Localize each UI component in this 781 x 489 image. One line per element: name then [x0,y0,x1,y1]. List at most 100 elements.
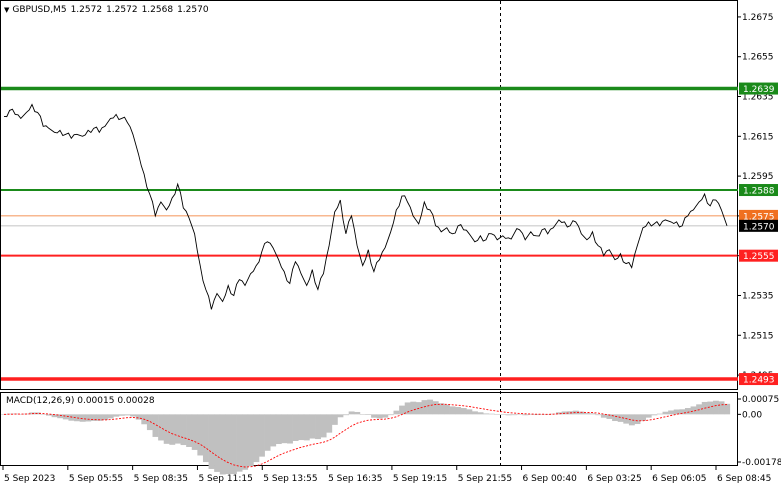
macd-histogram-bar [107,414,114,419]
macd-title: MACD(12,26,9) 0.00015 0.00028 [6,396,155,406]
macd-histogram-bar [421,400,428,415]
price-series-line [3,103,728,310]
macd-histogram-bar [656,413,663,415]
macd-histogram-bar [96,414,103,421]
macd-histogram-bar [275,414,282,445]
time-tick-label: 5 Sep 21:55 [458,474,512,484]
macd-histogram-bar [578,411,585,415]
macd-histogram-bar [169,414,176,445]
macd-histogram-bar [135,414,142,420]
macd-pane-frame [0,392,738,466]
macd-histogram-bar [522,414,529,416]
macd-histogram-bar [163,414,170,444]
symbol-timeframe: GBPUSD,M5 [12,5,67,15]
level-tag-3-bg [739,249,778,262]
macd-histogram-bar [511,414,518,416]
macd-histogram-bar [102,414,108,421]
macd-histogram-bar [343,414,349,416]
bid-price-tag: 1.2570 [743,222,775,232]
macd-histogram-bar [6,413,13,415]
macd-histogram-bar [225,414,232,475]
level-tag-4-bg [739,373,778,386]
macd-histogram-bar [124,414,131,416]
macd-histogram-bar [247,414,254,467]
macd-histogram-bar [315,414,321,440]
macd-histogram-bar [376,414,383,419]
macd-histogram-bar [500,414,506,415]
macd-histogram-bar [443,404,450,415]
macd-histogram-bar [46,414,52,416]
macd-histogram-bar [359,414,366,415]
macd-histogram-bar [640,414,647,421]
time-tick-label: 6 Sep 08:45 [717,474,771,484]
macd-histogram-bar [40,414,47,415]
macd-histogram-bar [253,414,260,463]
macd-histogram-bar [303,414,310,441]
macd-histogram-bar [477,412,484,415]
macd-histogram-bar [572,410,579,415]
ohlc-low: 1.2568 [141,5,174,15]
macd-histogram-bar [146,414,153,431]
macd-histogram-bar [432,401,439,415]
macd-histogram-bar [230,414,237,475]
macd-histogram-bar [197,414,204,456]
macd-signal-value: 0.00028 [117,396,155,406]
macd-histogram-bar [79,414,86,422]
macd-histogram-bar [18,413,24,415]
macd-tick-label: 0.00 [742,410,762,420]
macd-histogram-bar [516,414,523,415]
macd-histogram-bar [684,408,691,415]
macd-histogram-bar [662,411,669,415]
macd-histogram-bar [533,414,540,416]
macd-histogram-bar [158,414,165,441]
macd-histogram-bar [326,414,333,433]
time-tick-label: 6 Sep 03:25 [587,474,641,484]
macd-histogram-bar [387,414,394,416]
triangle-down-icon[interactable]: ▼ [4,6,10,14]
macd-histogram-bar [427,399,434,415]
macd-histogram-bar [617,414,624,422]
macd-histogram-bar [348,411,355,415]
macd-histogram-bar [382,414,389,418]
time-tick-label: 5 Sep 11:15 [198,474,252,484]
time-tick-label: 6 Sep 00:40 [523,474,578,484]
macd-histogram-bar [651,414,658,416]
level-tag-4: 1.2493 [743,376,775,386]
macd-histogram-bar [488,413,495,415]
macd-tick-label: 0.00075 [742,395,779,405]
macd-histogram-bar [90,414,97,421]
macd-histogram-bar [449,406,456,415]
macd-histogram-bar [281,414,288,444]
macd-histogram-bar [712,400,719,415]
price-tick-label: 1.2655 [742,53,774,63]
price-tick-label: 1.2535 [742,291,774,301]
macd-histogram-bar [628,414,635,426]
macd-histogram-bar [544,414,551,415]
macd-histogram-bar [707,401,714,415]
time-tick-label: 6 Sep 06:05 [652,474,706,484]
macd-histogram-bar [371,414,378,418]
macd-histogram-bar [191,414,198,450]
level-tag-1: 1.2639 [743,85,775,95]
macd-histogram-bar [130,414,137,417]
time-tick-label: 5 Sep 2023 [4,474,55,484]
bid-price-tag-bg [739,219,778,232]
macd-histogram-bar [600,414,607,418]
price-tick-label: 1.2515 [742,331,774,341]
macd-histogram-bar [242,414,249,470]
macd-histogram-bar [505,414,512,416]
macd-histogram-bar [270,414,277,447]
price-tick-label: 1.2675 [742,13,774,23]
time-tick-label: 5 Sep 16:35 [328,474,382,484]
macd-histogram-bar [494,414,501,415]
macd-main-value: 0.00015 [77,396,115,406]
macd-histogram-bar [595,414,602,416]
level-tag-1-bg [739,82,778,95]
macd-histogram-bar [455,407,462,415]
macd-histogram-bar [483,413,490,415]
macd-histogram-bar [118,414,125,416]
macd-histogram-bar [589,413,596,415]
macd-histogram-bar [236,414,243,472]
